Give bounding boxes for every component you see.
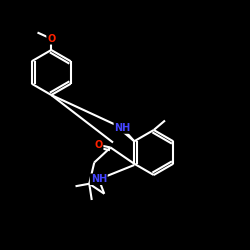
Text: NH: NH <box>114 123 130 133</box>
Text: O: O <box>47 34 56 44</box>
Text: NH: NH <box>90 174 107 184</box>
Text: O: O <box>94 140 103 150</box>
